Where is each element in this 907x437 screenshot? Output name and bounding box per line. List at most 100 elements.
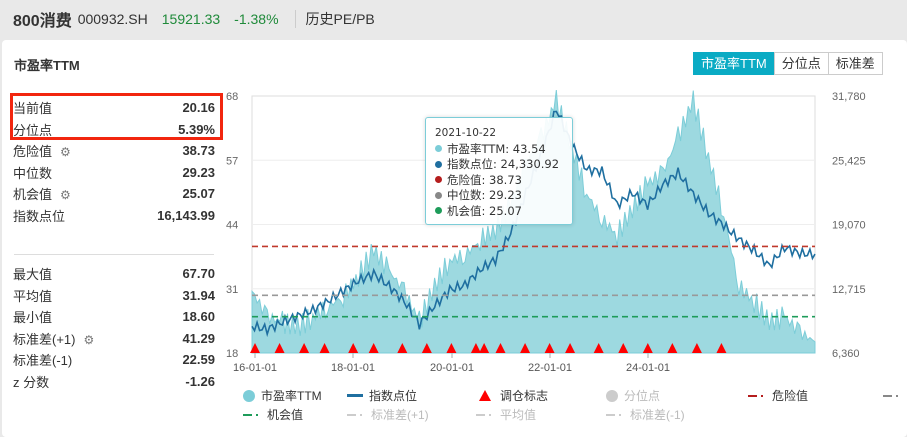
legend-item[interactable]: 机会值: [243, 406, 303, 423]
rebalance-marker: [348, 343, 359, 353]
rebalance-marker: [520, 343, 531, 353]
rebalance-marker: [250, 343, 260, 353]
stat-label: 指数点位: [13, 208, 66, 224]
tooltip-line: 机会值: 25.07: [435, 203, 563, 219]
x-tick: 20-01-01: [430, 362, 474, 374]
rebalance-marker: [397, 343, 408, 353]
legend-dash-icon: [606, 413, 624, 416]
legend-label: 标准差(-1): [630, 408, 685, 422]
legend-item[interactable]: 中位数: [883, 387, 907, 404]
series-dot-icon: [435, 176, 442, 184]
legend-item[interactable]: 平均值: [476, 406, 536, 423]
rebalance-marker: [565, 343, 576, 353]
legend-label: 市盈率TTM: [261, 389, 322, 403]
stat-label: 分位点: [13, 122, 53, 138]
y-right-tick: 31,780: [832, 91, 866, 103]
rebalance-marker: [495, 343, 506, 353]
y-left-tick: 57: [226, 155, 238, 167]
stat-row: 标准差(+1) ⚙ 41.29: [13, 328, 215, 350]
gear-icon[interactable]: ⚙: [60, 188, 71, 203]
stat-row: 最大值 67.70: [13, 263, 215, 285]
stat-label: 标准差(-1): [13, 353, 73, 369]
pe-panel: 市盈率TTM 市盈率TTM 分位点 标准差 当前值 20.16 分位点 5.39% 危险…: [2, 40, 907, 437]
legend-item[interactable]: 危险值: [748, 387, 808, 404]
rebalance-marker: [544, 343, 555, 353]
tooltip-line: 指数点位: 24,330.92: [435, 157, 563, 173]
tab-pe-ttm[interactable]: 市盈率TTM: [693, 52, 775, 75]
stat-value: 16,143.99: [157, 207, 215, 223]
stat-row: 标准差(-1) 22.59: [13, 349, 215, 371]
rebalance-marker: [446, 343, 457, 353]
stat-value: 18.60: [182, 309, 215, 325]
stat-label: 危险值: [13, 144, 53, 160]
rebalance-marker: [667, 343, 678, 353]
series-dot-icon: [435, 145, 442, 153]
header: 800消费 000932.SH 15921.33 -1.38% 历史PE/PB: [0, 0, 907, 38]
gear-icon[interactable]: ⚙: [83, 332, 95, 347]
stats-divider: [14, 254, 214, 255]
stat-row: 中位数 29.23: [13, 162, 215, 184]
y-left-tick: 31: [226, 284, 238, 296]
tooltip-line: 危险值: 38.73: [435, 172, 563, 188]
legend-item[interactable]: 调仓标志: [476, 387, 548, 404]
rebalance-marker: [368, 343, 379, 353]
metric-tabs: 市盈率TTM 分位点 标准差: [693, 52, 883, 75]
y-left-tick: 68: [226, 91, 238, 103]
rebalance-marker: [421, 343, 432, 353]
stats-top: 当前值 20.16 分位点 5.39% 危险值 ⚙ 38.73 中位数 29.23 机会值 ⚙ 25.…: [13, 97, 215, 226]
stat-row: 指数点位 16,143.99: [13, 205, 215, 227]
x-tick: 18-01-01: [331, 362, 375, 374]
rebalance-marker: [593, 343, 604, 353]
y-right-tick: 25,425: [832, 155, 866, 167]
x-tick: 22-01-01: [528, 362, 572, 374]
tooltip-text: 机会值: 25.07: [447, 203, 522, 218]
legend-item[interactable]: 标准差(-1): [606, 406, 685, 423]
x-tick: 24-01-01: [626, 362, 670, 374]
legend-item[interactable]: 分位点: [606, 387, 660, 404]
rebalance-marker: [716, 343, 727, 353]
legend-item[interactable]: 指数点位: [347, 387, 417, 404]
series-dot-icon: [435, 191, 442, 199]
gear-icon[interactable]: ⚙: [60, 145, 71, 160]
stat-row: 最小值 18.60: [13, 306, 215, 328]
legend-dash-icon: [243, 413, 261, 416]
stat-row: z 分数 -1.26: [13, 371, 215, 393]
panel-title: 市盈率TTM: [14, 58, 80, 73]
tooltip-text: 中位数: 29.23: [447, 188, 522, 203]
stat-value: 5.39%: [178, 121, 215, 137]
index-code: 000932.SH: [77, 11, 148, 27]
x-tick: 16-01-01: [233, 362, 277, 374]
legend-item[interactable]: 市盈率TTM: [243, 387, 322, 404]
legend-dash-icon: [748, 394, 766, 397]
legend-label: 标准差(+1): [371, 408, 429, 422]
index-change: -1.38%: [234, 11, 279, 27]
tab-std-dev[interactable]: 标准差: [827, 52, 883, 75]
stat-label: 当前值: [13, 101, 53, 117]
history-pe-pb-link[interactable]: 历史PE/PB: [305, 11, 375, 27]
legend-item[interactable]: 标准差(+1): [347, 406, 429, 423]
series-dot-icon: [435, 160, 442, 168]
stat-value: 20.16: [182, 100, 215, 116]
stat-label: 最小值: [13, 310, 53, 326]
rebalance-marker: [618, 343, 629, 353]
stat-value: -1.26: [185, 373, 215, 389]
stat-label: 标准差(+1): [13, 331, 76, 347]
tooltip-date: 2021-10-22: [435, 127, 497, 139]
rebalance-marker: [274, 343, 285, 353]
stat-row: 平均值 31.94: [13, 285, 215, 307]
legend-circle-icon: [606, 389, 618, 402]
y-left-tick: 44: [226, 220, 238, 232]
stat-value: 31.94: [182, 287, 215, 303]
legend-label: 平均值: [500, 408, 537, 422]
y-right-tick: 12,715: [832, 284, 866, 296]
y-left-tick: 18: [226, 348, 238, 360]
stat-value: 29.23: [182, 164, 215, 180]
y-right-tick: 6,360: [832, 348, 860, 360]
stat-label: 平均值: [13, 288, 53, 304]
tooltip-text: 指数点位: 24,330.92: [447, 157, 560, 172]
stat-value: 25.07: [182, 186, 215, 202]
rebalance-marker: [299, 343, 310, 353]
legend-label: 危险值: [772, 389, 809, 403]
stat-value: 67.70: [182, 266, 215, 282]
legend-circle-icon: [243, 389, 255, 402]
